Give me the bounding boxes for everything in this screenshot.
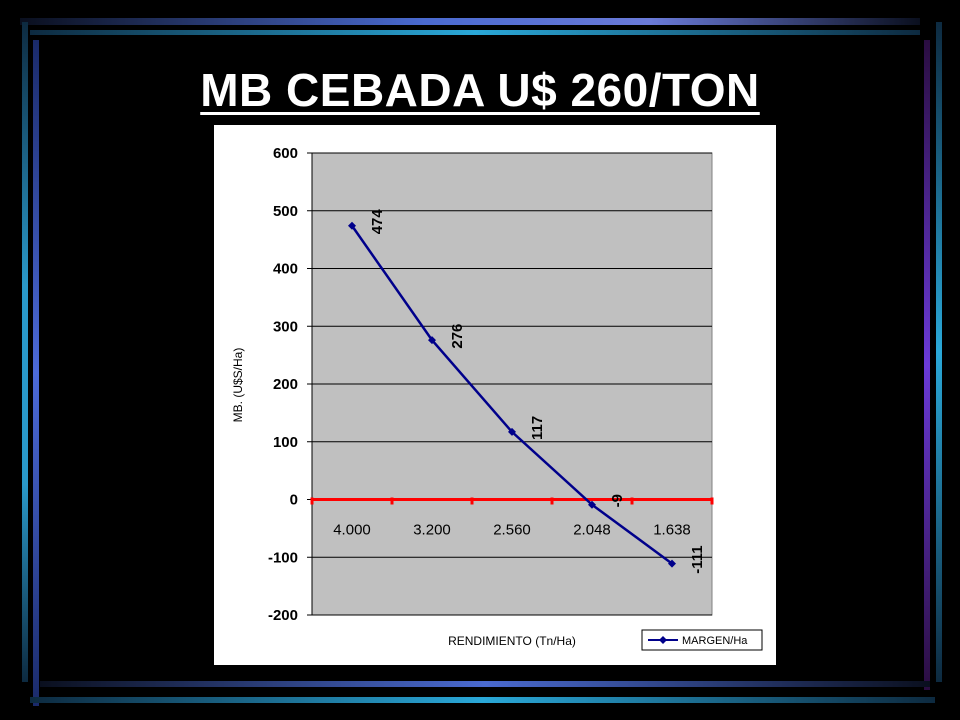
x-tick-label: 4.000 xyxy=(333,522,371,539)
decorative-left-bar xyxy=(22,22,28,682)
x-tick-label: 1.638 xyxy=(653,522,691,539)
series-group xyxy=(348,221,676,568)
data-label: 117 xyxy=(529,416,546,440)
data-point xyxy=(348,221,356,230)
chart-container: 600 500 400 300 200 100 0 -100 -200 4.000 3.200 2.… xyxy=(214,125,776,665)
x-axis-ticks: 4.000 3.200 2.560 2.048 1.638 xyxy=(333,522,691,539)
legend: MARGEN/Ha xyxy=(641,629,763,651)
x-tick-label: 3.200 xyxy=(413,522,451,539)
x-tick-label: 2.048 xyxy=(573,522,611,539)
y-axis-ticks: 600 500 400 300 200 100 0 -100 -200 xyxy=(268,145,312,624)
y-tick-label: 500 xyxy=(273,203,298,220)
decorative-top-bar xyxy=(20,18,920,25)
y-tick-label: 600 xyxy=(273,145,298,162)
legend-box xyxy=(641,629,763,651)
decorative-bottom-bar xyxy=(40,681,930,687)
y-tick-label: 0 xyxy=(290,492,298,509)
y-tick-label: -200 xyxy=(268,607,298,624)
data-label: 474 xyxy=(369,209,386,235)
data-point xyxy=(508,427,516,436)
x-axis-label: RENDIMIENTO (Tn/Ha) xyxy=(448,634,576,648)
y-tick-label: -100 xyxy=(268,549,298,566)
y-tick-label: 100 xyxy=(273,434,298,451)
gridlines xyxy=(312,152,712,616)
data-label: 276 xyxy=(449,324,466,349)
data-point xyxy=(668,559,676,568)
y-tick-label: 300 xyxy=(273,318,298,335)
data-point xyxy=(428,336,436,345)
decorative-right-bar-2 xyxy=(936,22,942,682)
data-label: -111 xyxy=(689,545,706,573)
data-point xyxy=(588,500,596,509)
slide-title: MB CEBADA U$ 260/TON xyxy=(200,64,760,116)
decorative-top-bar-2 xyxy=(30,30,920,35)
data-labels: 474 276 117 -9 -111 xyxy=(369,209,706,574)
line-chart: 600 500 400 300 200 100 0 -100 -200 4.000 3.200 2.… xyxy=(231,145,763,651)
data-label: -9 xyxy=(609,494,626,507)
decorative-right-bar xyxy=(924,40,930,690)
decorative-left-bar-2 xyxy=(33,40,39,706)
y-tick-label: 200 xyxy=(273,376,298,393)
legend-marker-icon xyxy=(659,636,667,644)
zero-line-group xyxy=(310,497,714,505)
legend-label: MARGEN/Ha xyxy=(682,635,748,647)
y-tick-label: 400 xyxy=(273,261,298,278)
decorative-bottom-bar-2 xyxy=(30,697,935,703)
y-axis-label: MB. (U$S/Ha) xyxy=(231,348,245,423)
x-tick-label: 2.560 xyxy=(493,522,531,539)
